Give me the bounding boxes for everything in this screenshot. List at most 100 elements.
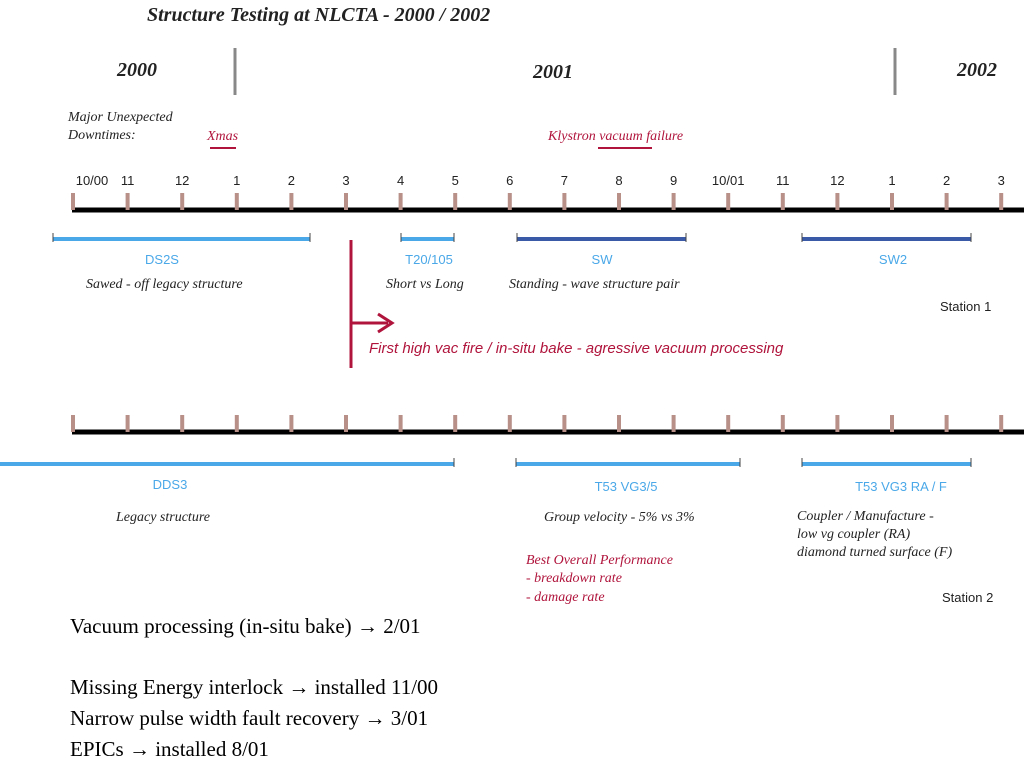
month-label: 12: [174, 173, 190, 188]
month-tick: [289, 415, 294, 432]
month-tick: [890, 193, 894, 210]
month-tick: [453, 415, 458, 432]
month-tick: [726, 193, 731, 210]
month-tick: [180, 193, 185, 210]
bar-label-t20: T20/105: [405, 252, 453, 267]
bar-label-sw: SW: [591, 252, 613, 267]
desc-dds3: Legacy structure: [116, 510, 210, 525]
coupler-line-1: Coupler / Manufacture -: [797, 509, 934, 524]
bar-label-ds2s: DS2S: [145, 252, 179, 267]
month-tick: [125, 415, 130, 432]
station2-bar-t53-vg35: [515, 458, 741, 467]
year-2000: 2000: [117, 59, 157, 81]
month-label: 4: [396, 173, 405, 188]
month-tick: [999, 415, 1004, 432]
note-epics: EPICs → installed 8/01: [70, 737, 269, 762]
month-tick: [507, 193, 512, 210]
month-tick: [71, 415, 75, 432]
year-2002: 2002: [957, 59, 997, 81]
downtime-klystron: Klystron vacuum failure: [548, 129, 684, 144]
month-tick: [562, 193, 567, 210]
month-label: 5: [451, 173, 459, 188]
month-label: 3: [342, 173, 350, 188]
note-vacuum-processing: Vacuum processing (in-situ bake) → 2/01: [70, 614, 421, 639]
page-title: Structure Testing at NLCTA - 2000 / 2002: [147, 4, 491, 26]
month-tick: [944, 193, 949, 210]
note-text: Vacuum processing (in-situ bake): [70, 614, 352, 638]
month-tick: [726, 415, 731, 432]
month-label: 3: [997, 173, 1005, 188]
month-tick: [398, 415, 403, 432]
station2-bar-dds3: [0, 458, 455, 467]
arrow-icon: →: [288, 675, 310, 699]
note-result: 2/01: [383, 614, 421, 638]
station1-bar-sw2: [801, 233, 972, 242]
month-label: 2: [287, 173, 296, 188]
month-tick: [507, 415, 512, 432]
month-tick: [835, 193, 840, 210]
month-label: 6: [506, 173, 514, 188]
year-2001: 2001: [533, 61, 573, 83]
month-tick: [944, 415, 949, 432]
month-label: 12: [830, 173, 845, 188]
month-label: 9: [669, 173, 678, 188]
downtime-xmas: Xmas: [207, 129, 239, 144]
downtimes-label-line2: Downtimes:: [68, 128, 136, 143]
downtimes-label-line1: Major Unexpected: [68, 110, 173, 125]
month-label: 10/01: [711, 173, 745, 188]
month-label: 11: [776, 173, 790, 188]
month-tick: [562, 415, 567, 432]
note-narrow-pulse-recovery: Narrow pulse width fault recovery → 3/01: [70, 706, 428, 731]
month-tick: [780, 415, 785, 432]
month-label: 11: [120, 173, 135, 188]
month-tick: [999, 193, 1004, 210]
note-text: Narrow pulse width fault recovery: [70, 706, 360, 730]
event-label: First high vac fire / in-situ bake - agr…: [369, 340, 784, 357]
desc-t20: Short vs Long: [386, 277, 464, 292]
month-tick: [835, 415, 840, 432]
month-tick: [671, 415, 676, 432]
bar-label-t53-vg3-ra-f: T53 VG3 RA / F: [855, 479, 947, 494]
station2-label: Station 2: [942, 590, 994, 605]
month-tick: [453, 193, 458, 210]
performance-line-3: - damage rate: [526, 590, 605, 605]
month-label: 8: [615, 173, 623, 188]
month-tick: [671, 193, 676, 210]
month-tick: [71, 193, 75, 210]
arrow-icon: →: [128, 737, 150, 761]
note-result: 3/01: [390, 706, 429, 730]
month-label: 1: [233, 173, 241, 188]
bar-label-sw2: SW2: [878, 252, 908, 267]
station1-label: Station 1: [940, 299, 992, 314]
station1-bar-sw: [516, 233, 687, 242]
station1-ticks: [71, 193, 1004, 210]
month-tick: [125, 193, 130, 210]
month-tick: [398, 193, 403, 210]
performance-line-1: Best Overall Performance: [526, 553, 673, 568]
note-result: installed 8/01: [155, 737, 269, 761]
bar-label-dds3: DDS3: [152, 477, 188, 492]
note-text: Missing Energy interlock: [70, 675, 284, 699]
month-tick: [617, 193, 621, 210]
station1-bar-ds2s: [52, 233, 311, 242]
month-label: 7: [560, 173, 569, 188]
arrow-icon: →: [364, 706, 386, 730]
month-label: 1: [888, 173, 896, 188]
month-tick: [234, 193, 239, 210]
month-tick: [780, 193, 785, 210]
coupler-line-3: diamond turned surface (F): [797, 545, 953, 560]
note-result: installed 11/00: [314, 675, 439, 699]
month-tick: [344, 415, 348, 432]
arrow-icon: →: [356, 614, 378, 638]
coupler-line-2: low vg coupler (RA): [797, 527, 911, 542]
note-missing-energy-interlock: Missing Energy interlock → installed 11/…: [70, 675, 438, 700]
desc-ds2s: Sawed - off legacy structure: [86, 277, 243, 292]
month-tick: [617, 415, 621, 432]
month-tick: [344, 193, 348, 210]
month-tick: [180, 415, 185, 432]
vacuum-processing-event-marker: [349, 240, 395, 368]
month-tick: [289, 193, 294, 210]
desc-t53-vg35: Group velocity - 5% vs 3%: [544, 510, 695, 525]
performance-line-2: - breakdown rate: [526, 571, 622, 586]
